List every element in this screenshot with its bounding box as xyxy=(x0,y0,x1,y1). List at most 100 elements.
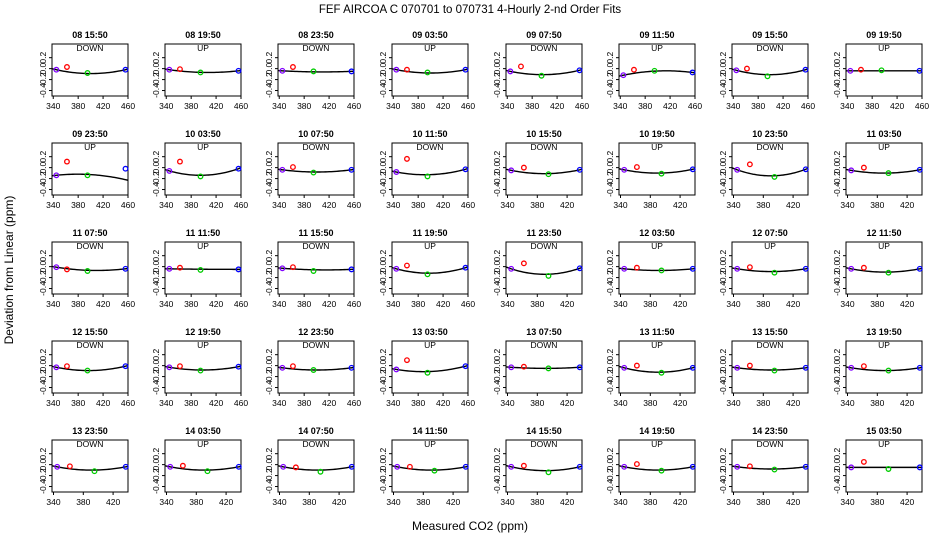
panel-34: 14 03:50 UP 0.20.0-0.2-0.4 340 380 420 xyxy=(151,426,242,507)
panel-32-ytick-label: 0.0 xyxy=(832,359,842,371)
panel-22-fit-curve xyxy=(618,267,696,272)
panel-25-mid-low-standard-point xyxy=(64,363,70,370)
panel-9-low-standard-point xyxy=(53,172,60,179)
panel-30-xtick-label: 420 xyxy=(673,398,687,408)
panel-40-xtick-label: 340 xyxy=(840,497,854,507)
panel-29-ytick-label: -0.4 xyxy=(492,380,502,395)
panel-2-mid-high-standard-point xyxy=(197,69,204,76)
panel-2-xtick-label: 460 xyxy=(234,101,248,111)
panel-21-ytick-label: 0.0 xyxy=(492,260,502,272)
panel-39-low-standard-point xyxy=(734,463,741,470)
panel-15-fit-curve xyxy=(731,167,809,177)
panel-33-ytick-label: -0.4 xyxy=(38,479,48,494)
panel-1-ytick-label: -0.4 xyxy=(38,83,48,98)
panel-3-ytick-label: 0.2 xyxy=(264,52,274,64)
panel-21-ytick-label: 0.2 xyxy=(492,250,502,262)
panel-7-xtick-label: 460 xyxy=(801,101,815,111)
panel-21-xtick-label: 340 xyxy=(500,299,514,309)
panel-22-low-standard-point xyxy=(621,265,628,272)
panel-3-xtick-label: 380 xyxy=(297,101,311,111)
panel-14-ytick-label: 0.2 xyxy=(605,151,615,163)
panel-5-xtick-label: 420 xyxy=(550,101,564,111)
panel-22-ytick-label: 0.0 xyxy=(605,260,615,272)
panel-29-ytick-label: 0.0 xyxy=(492,359,502,371)
panel-3-xtick-label: 420 xyxy=(322,101,336,111)
panel-24-ytick-label: 0.2 xyxy=(832,250,842,262)
panel-28-ytick-label: 0.0 xyxy=(378,359,388,371)
panel-23-mid-low-standard-point xyxy=(746,264,753,271)
panel-25-mid-high-standard-point xyxy=(84,367,91,374)
panel-13: 10 15:50 DOWN 0.20.0-0.2-0.4 340 380 420 xyxy=(492,129,583,210)
panel-28-ytick-label: -0.4 xyxy=(378,380,388,395)
panel-6-mid-low-standard-point xyxy=(631,66,637,73)
panel-17-xtick-label: 420 xyxy=(96,299,110,309)
panel-1-mid-high-standard-point xyxy=(84,70,91,76)
panel-35-ytick-label: -0.4 xyxy=(264,479,274,494)
panel-9-ytick-label: 0.0 xyxy=(38,161,48,173)
panel-24-xtick-label: 420 xyxy=(900,299,914,309)
panel-19-ytick-label: -0.2 xyxy=(264,270,274,285)
panel-13-direction: DOWN xyxy=(531,142,558,152)
panel-7-mid-high-standard-point xyxy=(764,73,771,80)
panel-27-xtick-label: 420 xyxy=(322,398,336,408)
panel-29-xtick-label: 420 xyxy=(560,398,574,408)
panel-1-mid-low-standard-point xyxy=(64,64,70,70)
panel-15-low-standard-point xyxy=(734,166,741,173)
panel-2-ytick-label: -0.4 xyxy=(151,83,161,98)
panel-37: 14 15:50 DOWN 0.20.0-0.2-0.4 340 380 420 xyxy=(492,426,583,507)
panel-18-low-standard-point xyxy=(166,265,173,272)
panel-36-ytick-label: 0.0 xyxy=(378,458,388,470)
panel-18-title: 11 11:50 xyxy=(186,228,221,238)
panel-9-xtick-label: 380 xyxy=(71,200,85,210)
panel-13-xtick-label: 380 xyxy=(530,200,544,210)
panel-1-xtick-label: 340 xyxy=(46,101,60,111)
panel-25-ytick-label: -0.4 xyxy=(38,380,48,395)
panel-20-low-standard-point xyxy=(393,265,400,272)
panel-16-xtick-label: 380 xyxy=(870,200,884,210)
panel-7-ytick-label: -0.2 xyxy=(718,72,728,87)
panel-11-ytick-label: 0.0 xyxy=(264,161,274,173)
panel-26-direction: UP xyxy=(197,340,209,350)
panel-34-direction: UP xyxy=(197,439,209,449)
panel-39-xtick-label: 340 xyxy=(726,497,740,507)
panel-4-mid-low-standard-point xyxy=(404,66,410,73)
panel-33-direction: DOWN xyxy=(77,439,104,449)
panel-39-mid-low-standard-point xyxy=(746,463,753,470)
panel-18-ytick-label: 0.0 xyxy=(151,260,161,272)
panel-13-low-standard-point xyxy=(508,167,515,174)
panel-11-high-standard-point xyxy=(348,166,355,173)
panel-31-fit-curve xyxy=(731,366,809,371)
panel-18-xtick-label: 380 xyxy=(184,299,198,309)
panel-30-xtick-label: 340 xyxy=(613,398,627,408)
panel-5-ytick-label: -0.4 xyxy=(492,83,502,98)
panel-21: 11 23:50 DOWN 0.20.0-0.2-0.4 340 380 420 xyxy=(492,228,583,309)
panel-25-title: 12 15:50 xyxy=(72,327,108,337)
panel-20-mid-low-standard-point xyxy=(404,262,410,269)
panel-5-ytick-label: -0.2 xyxy=(492,72,502,87)
panel-18-ytick-label: 0.2 xyxy=(151,250,161,262)
panel-10-fit-curve xyxy=(164,167,242,176)
panel-35-xtick-label: 340 xyxy=(272,497,286,507)
panel-39: 14 23:50 DOWN 0.20.0-0.2-0.4 340 380 420 xyxy=(718,426,809,507)
panel-5-xtick-label: 340 xyxy=(500,101,514,111)
panel-24-title: 12 11:50 xyxy=(866,228,901,238)
panel-1-xtick-label: 380 xyxy=(71,101,85,111)
panel-40-low-standard-point xyxy=(848,464,855,471)
panel-19-ytick-label: -0.4 xyxy=(264,281,274,296)
panel-31-xtick-label: 380 xyxy=(756,398,770,408)
panel-14-xtick-label: 420 xyxy=(673,200,687,210)
panel-28-fit-curve xyxy=(391,364,469,373)
panel-38: 14 19:50 UP 0.20.0-0.2-0.4 340 380 420 xyxy=(605,426,696,507)
panel-15-ytick-label: 0.2 xyxy=(718,151,728,163)
panel-18-xtick-label: 460 xyxy=(234,299,248,309)
panel-21-xtick-label: 380 xyxy=(530,299,544,309)
panel-21-mid-low-standard-point xyxy=(520,260,527,267)
panel-23: 12 07:50 UP 0.20.0-0.2-0.4 340 380 420 xyxy=(718,228,809,309)
panel-31-mid-low-standard-point xyxy=(746,362,753,369)
panel-21-high-standard-point xyxy=(576,265,583,272)
panel-6-high-standard-point xyxy=(689,69,696,76)
panel-37-mid-low-standard-point xyxy=(520,462,527,469)
panel-26-high-standard-point xyxy=(235,363,242,370)
panel-15-mid-low-standard-point xyxy=(746,161,753,168)
panel-5-high-standard-point xyxy=(576,67,583,74)
